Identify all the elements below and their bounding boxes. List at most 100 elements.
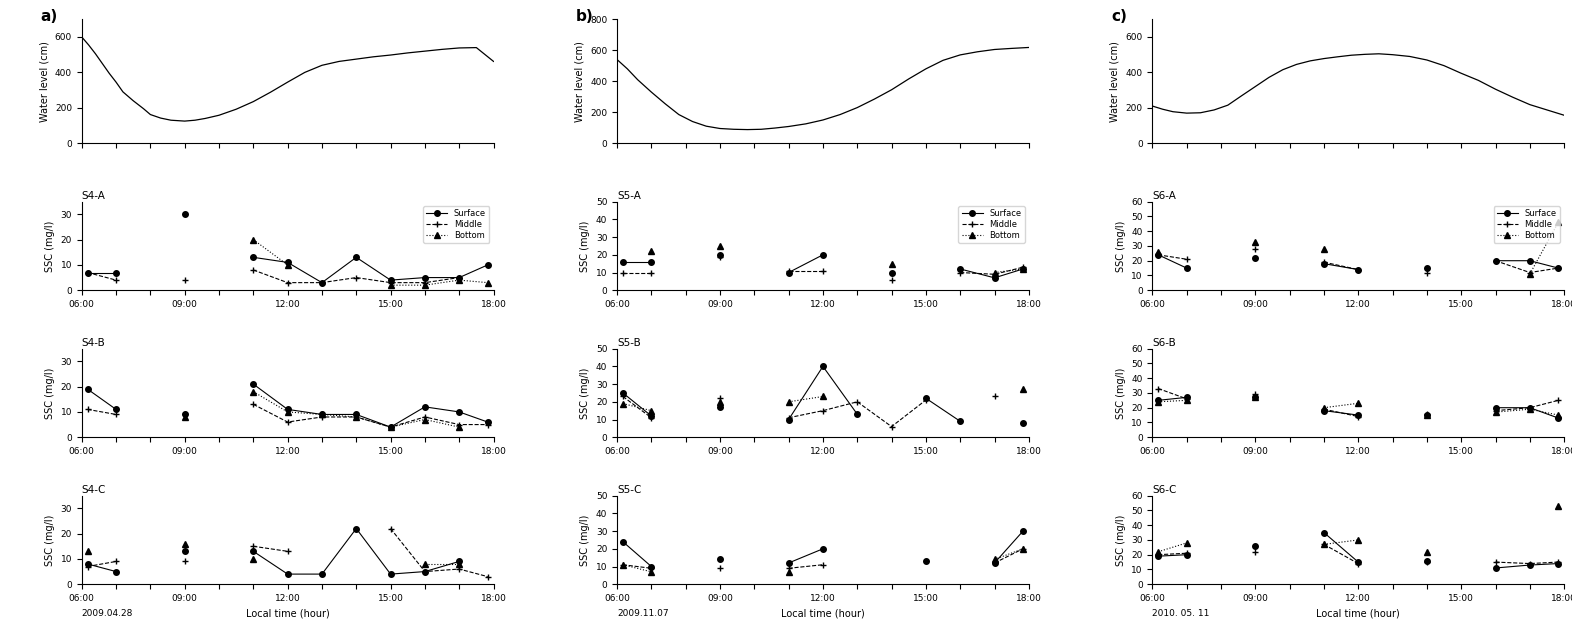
Middle <box>79 268 97 276</box>
Line: Surface: Surface <box>1155 252 1190 271</box>
Text: S6-A: S6-A <box>1152 191 1176 201</box>
Bottom <box>1149 398 1168 406</box>
Legend: Surface, Middle, Bottom: Surface, Middle, Bottom <box>959 206 1025 243</box>
Bottom <box>641 568 660 576</box>
Middle <box>641 564 660 572</box>
Middle <box>613 268 632 276</box>
Surface <box>79 560 97 568</box>
Surface <box>79 268 97 276</box>
Line: Middle: Middle <box>85 559 119 569</box>
Line: Surface: Surface <box>85 270 119 275</box>
Line: Middle: Middle <box>619 394 654 421</box>
Line: Surface: Surface <box>1155 395 1190 403</box>
Y-axis label: SSC (mg/l): SSC (mg/l) <box>46 367 55 419</box>
Middle <box>1177 256 1196 263</box>
X-axis label: Local time (hour): Local time (hour) <box>1316 609 1401 618</box>
Y-axis label: SSC (mg/l): SSC (mg/l) <box>580 220 590 272</box>
Bottom <box>1177 539 1196 547</box>
Middle <box>79 406 97 413</box>
Text: S4-B: S4-B <box>82 338 105 348</box>
X-axis label: Local time (hour): Local time (hour) <box>245 609 330 618</box>
Middle <box>613 561 632 569</box>
Line: Surface: Surface <box>619 390 654 419</box>
Text: S5-A: S5-A <box>618 191 641 201</box>
Text: b): b) <box>575 10 594 24</box>
Middle <box>1149 251 1168 259</box>
Surface <box>1149 251 1168 259</box>
Line: Surface: Surface <box>1155 552 1190 559</box>
Surface <box>107 268 126 276</box>
Text: S4-C: S4-C <box>82 485 107 495</box>
Text: S5-C: S5-C <box>618 485 641 495</box>
Surface <box>1177 265 1196 272</box>
Middle <box>1149 385 1168 392</box>
Y-axis label: SSC (mg/l): SSC (mg/l) <box>580 514 590 566</box>
Surface <box>1177 551 1196 559</box>
Y-axis label: Water level (cm): Water level (cm) <box>1110 41 1119 122</box>
Surface <box>641 412 660 420</box>
Surface <box>1177 394 1196 401</box>
Middle <box>1177 395 1196 403</box>
Line: Bottom: Bottom <box>250 237 291 268</box>
Line: Middle: Middle <box>85 270 119 283</box>
Text: a): a) <box>41 10 58 24</box>
Middle <box>641 268 660 276</box>
Line: Surface: Surface <box>85 386 119 412</box>
Bottom <box>1177 397 1196 404</box>
Middle <box>641 414 660 422</box>
Middle <box>107 411 126 419</box>
Middle <box>79 562 97 570</box>
Line: Bottom: Bottom <box>1155 540 1190 555</box>
Surface <box>613 389 632 397</box>
Surface <box>1149 552 1168 560</box>
Surface <box>613 258 632 266</box>
Text: 2010. 05. 11: 2010. 05. 11 <box>1152 609 1210 618</box>
Legend: Surface, Middle, Bottom: Surface, Middle, Bottom <box>1493 206 1559 243</box>
Bottom <box>641 407 660 415</box>
Middle <box>1177 550 1196 557</box>
Text: S6-B: S6-B <box>1152 338 1176 348</box>
Surface <box>107 568 126 575</box>
Text: S4-A: S4-A <box>82 191 105 201</box>
Bottom <box>613 400 632 408</box>
Line: Bottom: Bottom <box>1155 397 1190 404</box>
Line: Middle: Middle <box>85 406 119 417</box>
Bottom <box>1149 548 1168 555</box>
Text: 2009.04.28: 2009.04.28 <box>82 609 134 618</box>
Line: Surface: Surface <box>619 539 654 569</box>
Y-axis label: Water level (cm): Water level (cm) <box>574 41 585 122</box>
Y-axis label: SSC (mg/l): SSC (mg/l) <box>46 220 55 272</box>
Surface <box>1149 397 1168 404</box>
Middle <box>613 393 632 401</box>
Surface <box>641 258 660 266</box>
Line: Middle: Middle <box>619 270 654 275</box>
Surface <box>613 538 632 546</box>
Middle <box>1149 551 1168 559</box>
Y-axis label: SSC (mg/l): SSC (mg/l) <box>1116 514 1126 566</box>
Line: Middle: Middle <box>619 562 654 571</box>
Bottom <box>613 561 632 569</box>
Middle <box>107 276 126 284</box>
Line: Middle: Middle <box>1155 252 1190 262</box>
Surface <box>107 406 126 413</box>
Text: 2009.11.07: 2009.11.07 <box>618 609 668 618</box>
Line: Surface: Surface <box>619 259 654 265</box>
Text: S6-C: S6-C <box>1152 485 1177 495</box>
Bottom <box>278 261 297 269</box>
Bottom <box>244 236 263 243</box>
Text: c): c) <box>1111 10 1127 24</box>
Surface <box>79 385 97 393</box>
Line: Bottom: Bottom <box>619 562 654 575</box>
Y-axis label: SSC (mg/l): SSC (mg/l) <box>1116 220 1126 272</box>
Line: Middle: Middle <box>1155 386 1190 402</box>
Y-axis label: SSC (mg/l): SSC (mg/l) <box>1116 367 1126 419</box>
Line: Middle: Middle <box>1155 550 1190 557</box>
Y-axis label: Water level (cm): Water level (cm) <box>39 41 49 122</box>
Middle <box>107 558 126 566</box>
Text: S5-B: S5-B <box>618 338 641 348</box>
Line: Bottom: Bottom <box>619 401 654 413</box>
Line: Surface: Surface <box>85 561 119 575</box>
Surface <box>641 562 660 570</box>
Y-axis label: SSC (mg/l): SSC (mg/l) <box>46 514 55 566</box>
Legend: Surface, Middle, Bottom: Surface, Middle, Bottom <box>423 206 489 243</box>
